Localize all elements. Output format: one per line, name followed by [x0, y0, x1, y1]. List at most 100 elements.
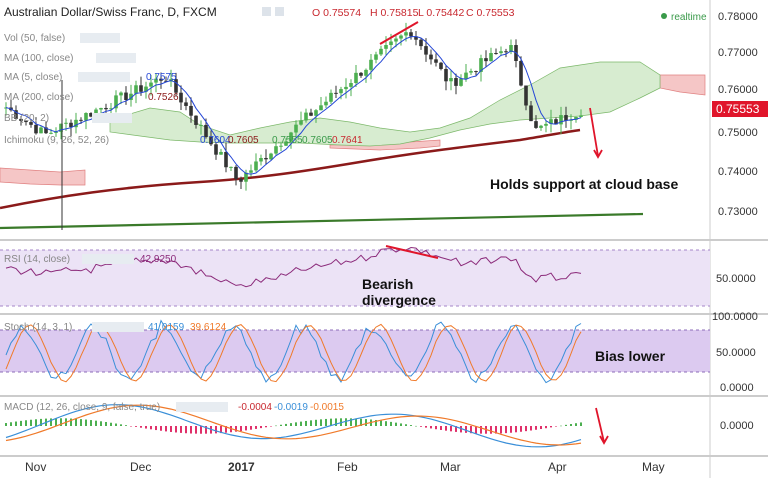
time-axis: Nov Dec 2017 Feb Mar Apr May: [25, 460, 665, 474]
macd-histogram-bar: [535, 426, 537, 430]
macd-histogram-bar: [200, 426, 202, 434]
legend-macd: MACD (12, 26, close, 9, false, true): [4, 402, 160, 413]
annotation-divergence-2: divergence: [362, 292, 436, 308]
macd-line: [5, 404, 582, 448]
candle-body: [444, 68, 448, 82]
legend-bb: BB (20, 2): [4, 113, 49, 124]
macd-histogram-bar: [550, 426, 552, 428]
macd-histogram-bar: [110, 422, 112, 426]
settings-button[interactable]: [262, 7, 271, 16]
macd-histogram-bar: [85, 419, 87, 426]
candle-body: [34, 124, 38, 134]
macd-histogram-bar: [130, 426, 132, 427]
indicator-settings-button[interactable]: [80, 33, 120, 43]
candle-body: [224, 151, 228, 168]
candle-body: [434, 59, 438, 63]
indicator-settings-button[interactable]: [78, 72, 130, 82]
support-trendline[interactable]: [0, 212, 644, 230]
macd-histogram-bar: [90, 420, 92, 426]
legend-macd-value: -0.0004: [238, 402, 272, 413]
candle-body: [104, 107, 108, 110]
candle-body: [564, 115, 568, 121]
candle-body: [424, 46, 428, 55]
candle-body: [209, 137, 213, 145]
legend-buttons[interactable]: [78, 33, 228, 412]
macd-histogram-bar: [440, 426, 442, 430]
macd-histogram-bar: [95, 420, 97, 426]
visibility-button[interactable]: [275, 7, 284, 16]
time-tick: Nov: [25, 460, 46, 474]
candle-body: [144, 86, 148, 92]
candle-body: [544, 123, 548, 126]
time-tick: Feb: [337, 460, 358, 474]
macd-histogram-bar: [60, 418, 62, 426]
macd-axis-tick: 0.0000: [720, 420, 754, 432]
candle-body: [369, 59, 373, 70]
candle-body: [359, 72, 363, 76]
price-tick: 0.73000: [718, 206, 758, 218]
macd-histogram-bar: [180, 426, 182, 433]
macd-histogram-bar: [360, 418, 362, 426]
candle-body: [184, 102, 188, 106]
time-tick: Apr: [548, 460, 567, 474]
indicator-settings-button[interactable]: [92, 113, 132, 123]
candle-body: [284, 141, 288, 146]
candle-body: [214, 144, 218, 155]
candle-body: [19, 118, 23, 121]
macd-histogram-bar: [490, 426, 492, 434]
down-arrow-icon: [595, 407, 609, 445]
indicator-settings-button[interactable]: [96, 53, 136, 63]
indicator-settings-button[interactable]: [176, 402, 228, 412]
candle-body: [554, 119, 558, 125]
macd-histogram-bar: [155, 426, 157, 431]
ma200-line: [0, 128, 581, 210]
macd-histogram-bar: [365, 419, 367, 426]
macd-histogram-bar: [270, 426, 272, 427]
macd-histogram-bar: [530, 426, 532, 431]
candle-body: [49, 132, 53, 134]
candle-body: [69, 122, 73, 128]
macd-histogram-bar: [35, 419, 37, 426]
time-tick: Mar: [440, 460, 461, 474]
macd-histogram-bar: [570, 424, 572, 426]
ohlc-open: O 0.75574: [312, 7, 361, 19]
ohlc-high: H 0.75815: [370, 7, 419, 19]
candle-body: [99, 107, 103, 110]
candle-body: [364, 69, 368, 76]
macd-histogram-bar: [495, 426, 497, 434]
macd-histogram-bar: [140, 426, 142, 428]
macd-histogram-bar: [205, 426, 207, 434]
candle-body: [14, 110, 18, 119]
legend-macd-value: -0.0015: [310, 402, 344, 413]
macd-histogram-bar: [185, 426, 187, 434]
macd-histogram-bar: [50, 418, 52, 426]
candle-body: [349, 83, 353, 87]
ohlc-close: C 0.75553: [466, 7, 515, 19]
rsi-axis-tick: 50.0000: [716, 273, 756, 285]
macd-histogram-bar: [285, 423, 287, 426]
macd-histogram-bar: [5, 423, 7, 426]
candle-body: [54, 131, 58, 133]
candle-body: [469, 71, 473, 73]
macd-histogram-bar: [300, 421, 302, 426]
candle-body: [204, 124, 208, 138]
indicator-settings-button[interactable]: [92, 322, 144, 332]
stoch-axis-tick: 100.0000: [712, 311, 758, 323]
macd-histogram-bar: [215, 426, 217, 434]
stoch-axis-tick: 50.0000: [716, 347, 756, 359]
candle-body: [379, 48, 383, 55]
macd-histogram: [5, 418, 582, 434]
macd-histogram-bar: [420, 426, 422, 427]
candle-body: [474, 71, 478, 73]
macd-histogram-bar: [335, 418, 337, 426]
macd-histogram-bar: [455, 426, 457, 432]
indicator-settings-button[interactable]: [82, 254, 134, 264]
candle-body: [84, 113, 88, 121]
macd-histogram-bar: [70, 418, 72, 426]
candle-body: [64, 122, 68, 124]
ichimoku-cloud-bullish: [109, 61, 661, 147]
macd-histogram-bar: [30, 419, 32, 426]
last-price-label: 0.75553: [716, 102, 760, 116]
macd-histogram-bar: [480, 426, 482, 434]
